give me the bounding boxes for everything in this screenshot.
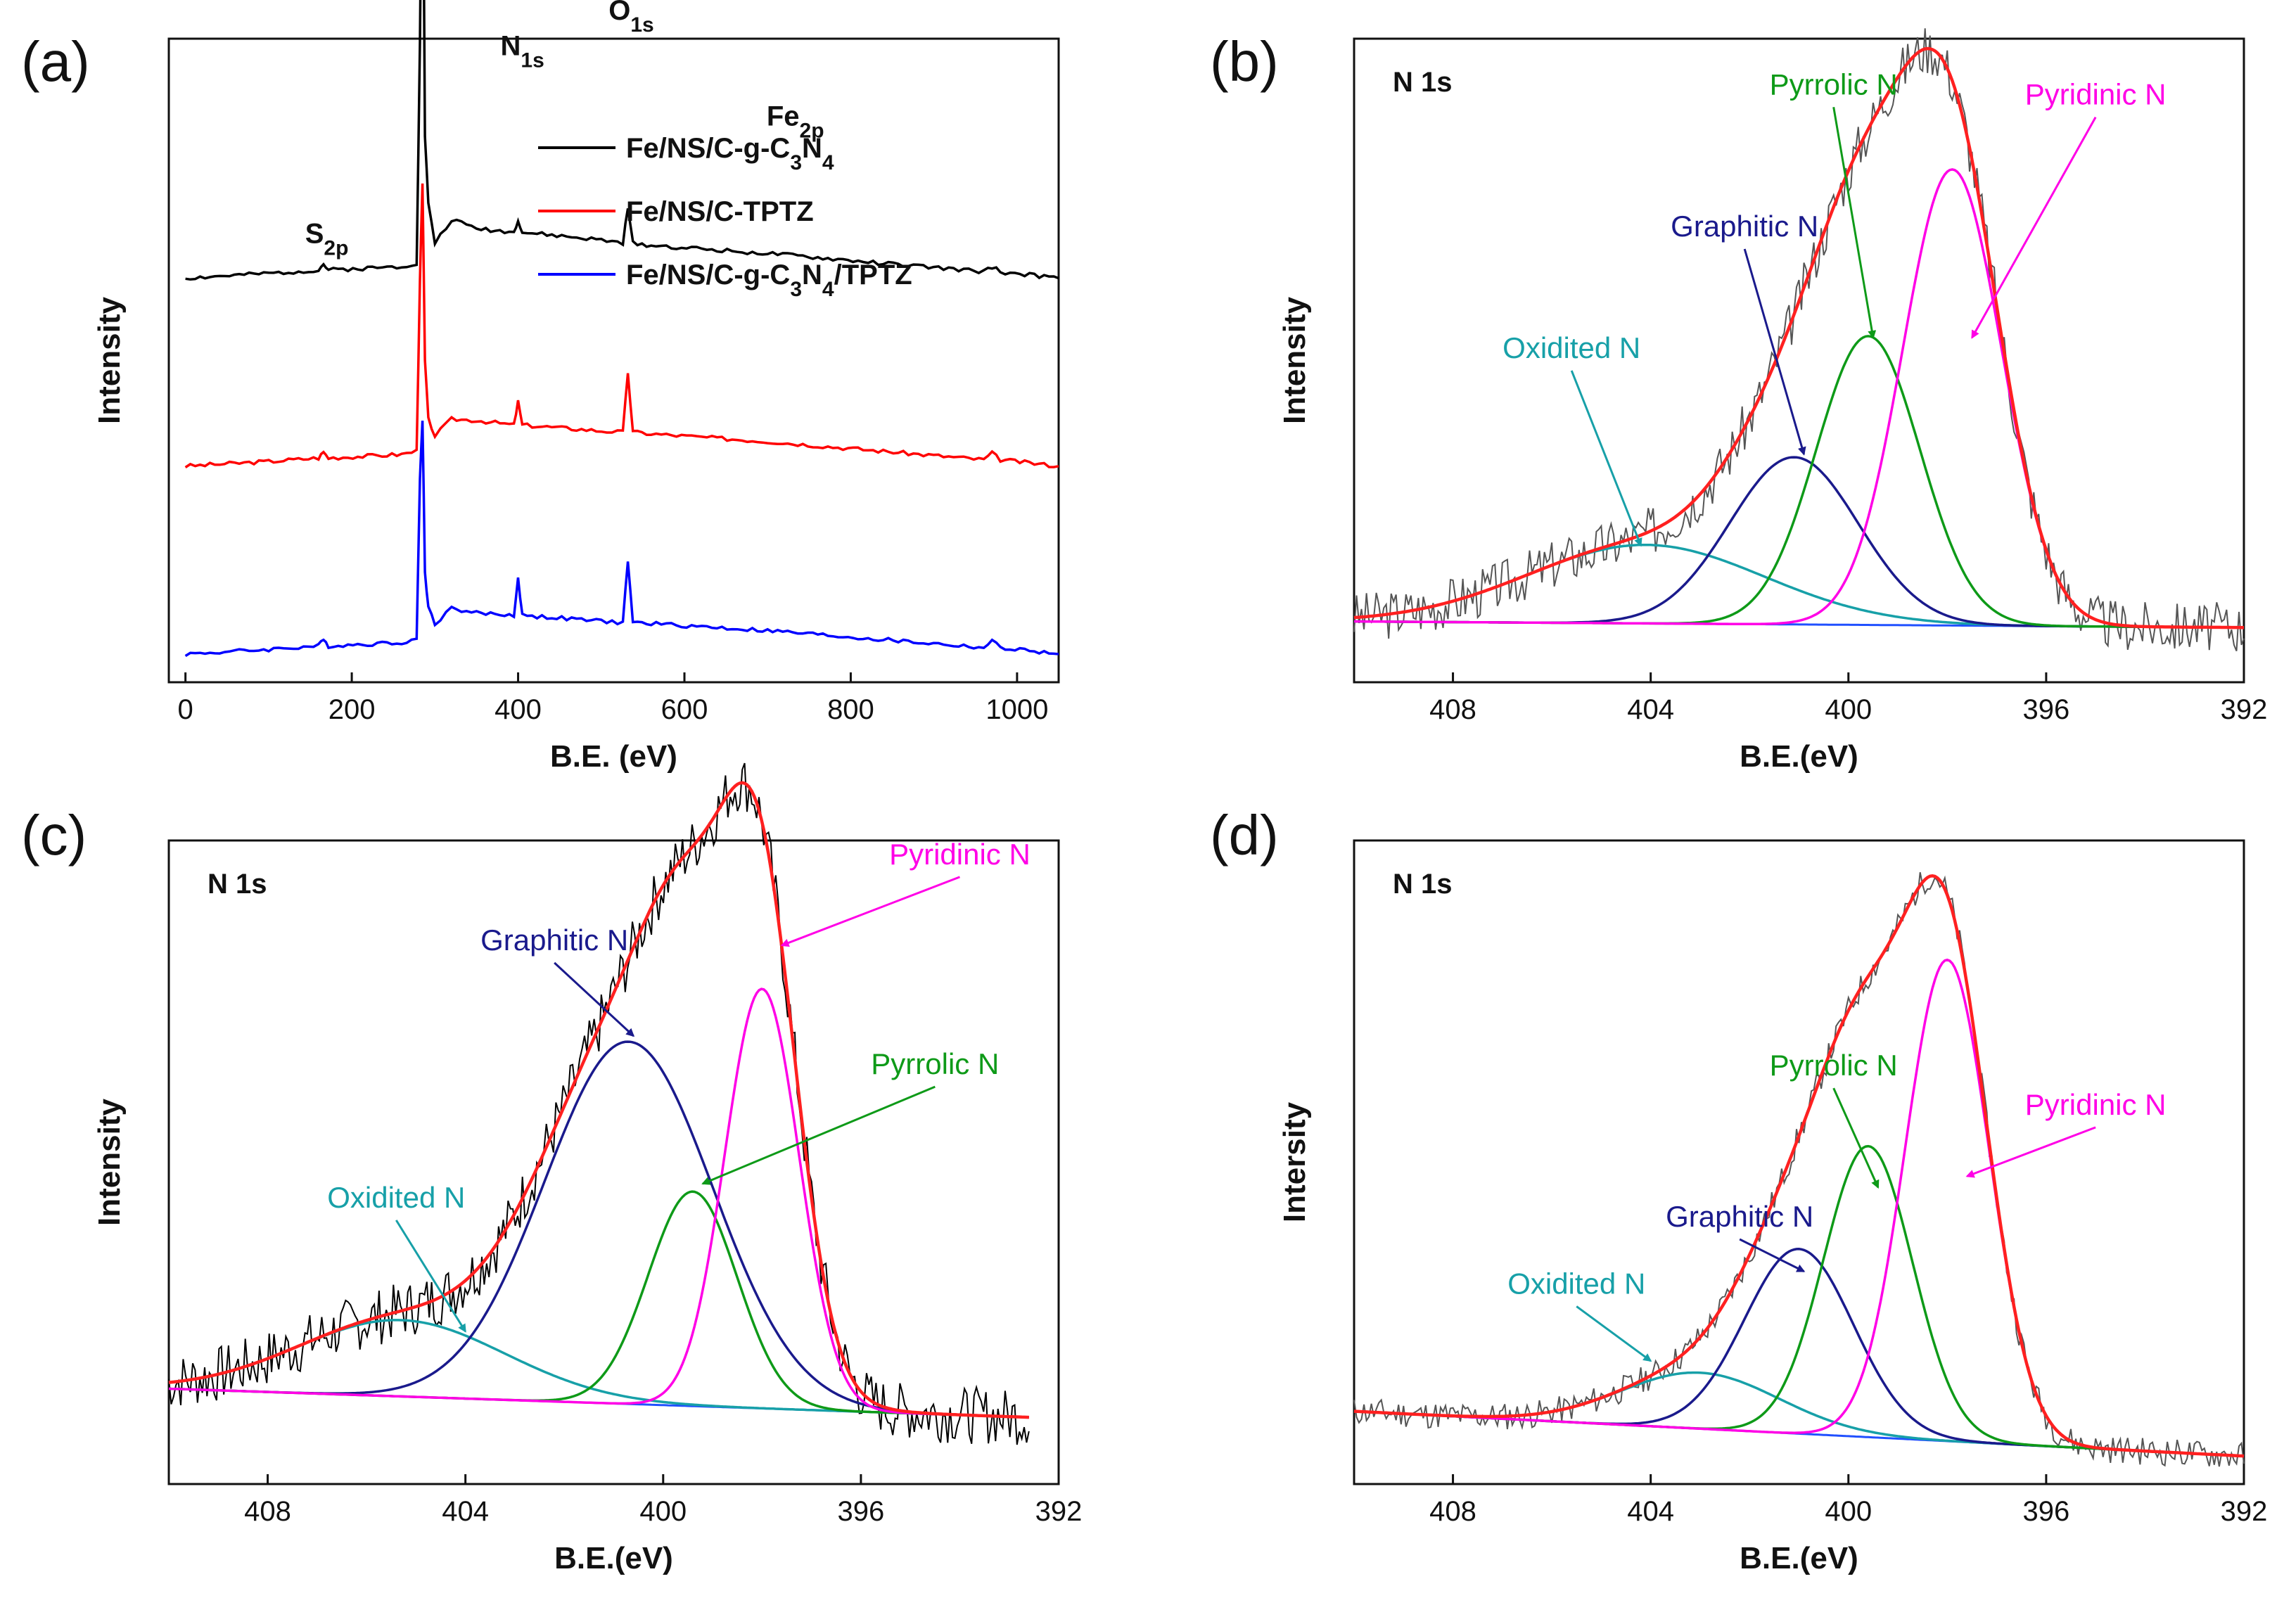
panel-a-x-tick-label: 400: [495, 694, 542, 725]
panel-b-n1s-spectrum: 408 404 400 396 392 B.E.(eV) Intensity N 1s Pyrr…: [1277, 28, 2267, 774]
panel-a-x-axis-label: B.E. (eV): [550, 739, 677, 774]
panel-a-peak-annotation: N1s: [501, 30, 544, 72]
panel-d-x-tick-label: 396: [2023, 1496, 2070, 1527]
panel-d-arrow: [1832, 1087, 1880, 1189]
panel-b-label: (b): [1210, 30, 1279, 93]
panel-d-y-axis-label: Intersity: [1277, 1101, 1312, 1222]
panel-a-legend-entry: Fe/NS/C-g-C3N4/TPTZ: [626, 260, 912, 301]
panel-d-x-tick-label: 400: [1825, 1496, 1872, 1527]
panel-c-x-tick-label: 400: [639, 1496, 687, 1527]
panel-c-plot-frame: [167, 839, 1060, 1485]
panel-d-arrow: [1965, 1126, 2096, 1178]
panel-d-n1s-spectrum: 408 404 400 396 392 B.E.(eV) Intersity N 1s Pyrr…: [1277, 839, 2268, 1575]
panel-c-arrow: [780, 876, 960, 947]
panel-c-x-axis-label: B.E.(eV): [554, 1541, 673, 1575]
panel-a-series-0: [185, 0, 1059, 281]
panel-c-x-tick-label: 392: [1035, 1496, 1083, 1527]
panel-d-plot-frame: [1353, 839, 2245, 1485]
panel-a-peak-annotation: S2p: [305, 219, 349, 260]
panel-b-arrow: [1570, 370, 1642, 547]
panel-b-raw-data: [1353, 28, 2245, 651]
panel-a-peak-annotation: Fe2p: [767, 101, 824, 143]
panel-c-label-oxidited-n: Oxidited N: [327, 1181, 465, 1214]
panel-d-arrow: [1576, 1305, 1652, 1362]
panel-d-raw-data: [1353, 872, 2245, 1467]
panel-b-x-tick-label: 408: [1429, 694, 1476, 725]
panel-d-x-tick-label: 404: [1627, 1496, 1674, 1527]
panel-c-x-tick-label: 404: [442, 1496, 489, 1527]
panel-b-label-pyrrolic-n: Pyrrolic N: [1770, 68, 1898, 101]
panel-d-x-tick-label: 408: [1429, 1496, 1476, 1527]
panel-c-label-graphitic-n: Graphitic N: [480, 923, 628, 957]
panel-d-label-graphitic-n: Graphitic N: [1666, 1200, 1813, 1233]
panel-b-arrow: [1832, 106, 1877, 340]
panel-b-label-oxidited-n: Oxidited N: [1503, 331, 1640, 364]
panel-a-x-tick-label: 600: [661, 694, 708, 725]
panel-b-arrow: [1743, 248, 1806, 456]
panel-a-survey-spectrum: 0 200 400 600 800 1000 B.E. (eV) Intensity Fe/NS…: [92, 0, 1060, 774]
panel-d-envelope: [1353, 874, 2245, 1458]
panel-c-n1s-spectrum: 408 404 400 396 392 B.E.(eV) Intensity N 1s Pyri…: [92, 762, 1083, 1575]
panel-b-envelope: [1353, 46, 2244, 629]
panel-c-title: N 1s: [208, 869, 267, 900]
panel-a-plot-frame: [167, 37, 1060, 684]
panel-c-arrow: [701, 1085, 936, 1185]
panel-a-x-tick-label: 1000: [985, 694, 1048, 725]
panel-d-label-oxidited-n: Oxidited N: [1507, 1267, 1645, 1300]
panel-a-series-2: [184, 421, 1059, 658]
panel-b-y-axis-label: Intensity: [1277, 297, 1312, 424]
panel-d-title: N 1s: [1393, 869, 1453, 900]
panel-c-y-axis-label: Intensity: [92, 1099, 127, 1226]
panel-b-arrow: [1971, 116, 2097, 339]
panel-b-x-tick-label: 400: [1825, 694, 1872, 725]
panel-d-label-pyrrolic-n: Pyrrolic N: [1770, 1049, 1898, 1082]
panel-d-label-pyridinic-n: Pyridinic N: [2025, 1088, 2167, 1121]
panel-c-peak-pyridinic-n: [168, 987, 1029, 1419]
panel-b-x-axis-label: B.E.(eV): [1740, 739, 1858, 774]
panel-a-peak-annotation: O1s: [608, 0, 654, 37]
panel-d-label: (d): [1210, 804, 1279, 867]
panel-a-label: (a): [21, 30, 90, 93]
panel-b-title: N 1s: [1393, 67, 1453, 98]
panel-c-label-pyrrolic-n: Pyrrolic N: [871, 1047, 999, 1080]
panel-b-x-tick-label: 392: [2221, 694, 2268, 725]
panel-c-x-tick-label: 396: [838, 1496, 885, 1527]
panel-b-label-pyridinic-n: Pyridinic N: [2025, 78, 2167, 111]
panel-b-x-tick-label: 404: [1627, 694, 1674, 725]
panel-c-label: (c): [21, 804, 87, 867]
panel-c-arrow: [554, 961, 635, 1037]
panel-c-x-tick-label: 408: [244, 1496, 291, 1527]
panel-a-x-tick-label: 0: [178, 694, 193, 725]
panel-d-arrow: [1739, 1238, 1806, 1272]
panel-a-x-tick-label: 800: [827, 694, 874, 725]
panel-b-x-tick-label: 396: [2023, 694, 2070, 725]
panel-a-legend-entry: Fe/NS/C-g-C3N4: [626, 133, 834, 174]
panel-c-arrow: [395, 1220, 466, 1333]
panel-c-envelope: [168, 781, 1029, 1419]
panel-c-label-pyridinic-n: Pyridinic N: [889, 838, 1031, 871]
panel-b-plot-frame: [1353, 37, 2245, 684]
panel-d-x-axis-label: B.E.(eV): [1740, 1541, 1858, 1575]
panel-c-raw-data: [168, 762, 1030, 1445]
panel-a-x-tick-label: 200: [328, 694, 376, 725]
panel-a-legend-entry: Fe/NS/C-TPTZ: [626, 196, 814, 227]
panel-a-series-1: [184, 183, 1059, 468]
panel-a-y-axis-label: Intensity: [92, 297, 127, 424]
panel-b-label-graphitic-n: Graphitic N: [1671, 210, 1818, 243]
panel-d-x-tick-label: 392: [2221, 1496, 2268, 1527]
